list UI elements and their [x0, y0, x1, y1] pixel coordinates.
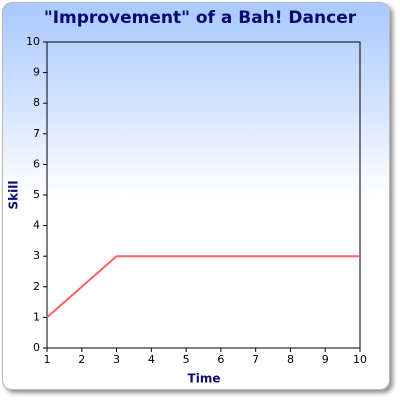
x-tick-label: 4 [148, 353, 155, 366]
y-tick-label: 10 [26, 35, 40, 48]
x-tick-label: 7 [252, 353, 259, 366]
plot-area [46, 41, 361, 349]
x-tick-label: 10 [353, 353, 367, 366]
y-tick-label: 3 [33, 249, 40, 262]
x-tick-label: 3 [113, 353, 120, 366]
x-tick-label: 2 [78, 353, 85, 366]
y-tick-label: 2 [33, 280, 40, 293]
data-line [46, 255, 360, 319]
y-tick-label: 9 [33, 66, 40, 79]
x-tick-label: 5 [183, 353, 190, 366]
x-tick-label: 6 [217, 353, 224, 366]
chart-background [2, 2, 390, 390]
y-tick-label: 7 [33, 127, 40, 140]
y-axis-title: Skill [7, 181, 21, 210]
y-tick-label: 4 [33, 219, 40, 232]
y-tick-label: 8 [33, 96, 40, 109]
y-tick-label: 5 [33, 188, 40, 201]
x-tick-label: 8 [287, 353, 294, 366]
x-axis-title: Time [188, 372, 221, 386]
chart-title: "Improvement" of a Bah! Dancer [44, 8, 357, 28]
x-tick-label: 1 [44, 353, 51, 366]
y-tick-label: 1 [33, 310, 40, 323]
x-tick-label: 9 [322, 353, 329, 366]
y-tick-label: 6 [33, 157, 40, 170]
y-tick-label: 0 [33, 341, 40, 354]
